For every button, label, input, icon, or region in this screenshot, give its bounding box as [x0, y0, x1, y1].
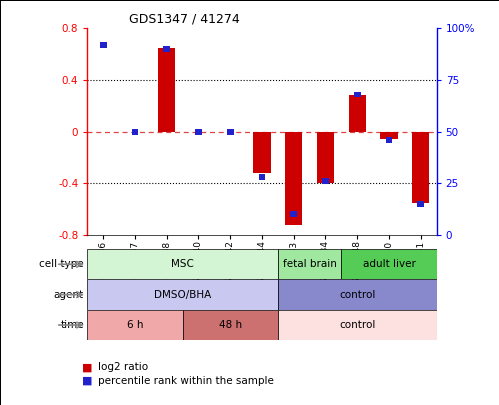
Bar — [386, 137, 392, 143]
Bar — [132, 129, 138, 134]
Bar — [317, 132, 334, 183]
Bar — [87, 249, 278, 279]
Bar — [285, 132, 302, 224]
Bar — [354, 92, 361, 97]
Bar — [380, 132, 398, 139]
Bar — [348, 96, 366, 132]
Bar — [87, 279, 278, 310]
Bar — [195, 129, 202, 134]
Text: GDS1347 / 41274: GDS1347 / 41274 — [129, 13, 240, 26]
Bar — [341, 249, 437, 279]
Text: agent: agent — [54, 290, 84, 300]
Bar — [87, 310, 183, 340]
Bar — [100, 42, 106, 48]
Bar — [418, 201, 424, 207]
Bar — [163, 46, 170, 52]
Text: log2 ratio: log2 ratio — [98, 362, 148, 372]
Bar — [278, 310, 437, 340]
Text: ■: ■ — [82, 376, 93, 386]
Text: time: time — [60, 320, 84, 330]
Text: fetal brain: fetal brain — [282, 259, 336, 269]
Bar — [412, 132, 430, 202]
Bar — [158, 48, 176, 132]
Text: MSC: MSC — [171, 259, 194, 269]
Text: DMSO/BHA: DMSO/BHA — [154, 290, 211, 300]
Bar — [258, 174, 265, 180]
Text: cell type: cell type — [39, 259, 84, 269]
Text: percentile rank within the sample: percentile rank within the sample — [98, 376, 274, 386]
Bar — [227, 129, 234, 134]
Text: control: control — [339, 320, 375, 330]
Bar — [253, 132, 270, 173]
Text: ■: ■ — [82, 362, 93, 372]
Text: 48 h: 48 h — [219, 320, 242, 330]
Bar — [183, 310, 278, 340]
Text: adult liver: adult liver — [363, 259, 416, 269]
Bar — [290, 211, 297, 217]
Bar — [322, 178, 329, 184]
Bar — [278, 249, 341, 279]
Text: 6 h: 6 h — [127, 320, 143, 330]
Text: control: control — [339, 290, 375, 300]
Bar — [278, 279, 437, 310]
